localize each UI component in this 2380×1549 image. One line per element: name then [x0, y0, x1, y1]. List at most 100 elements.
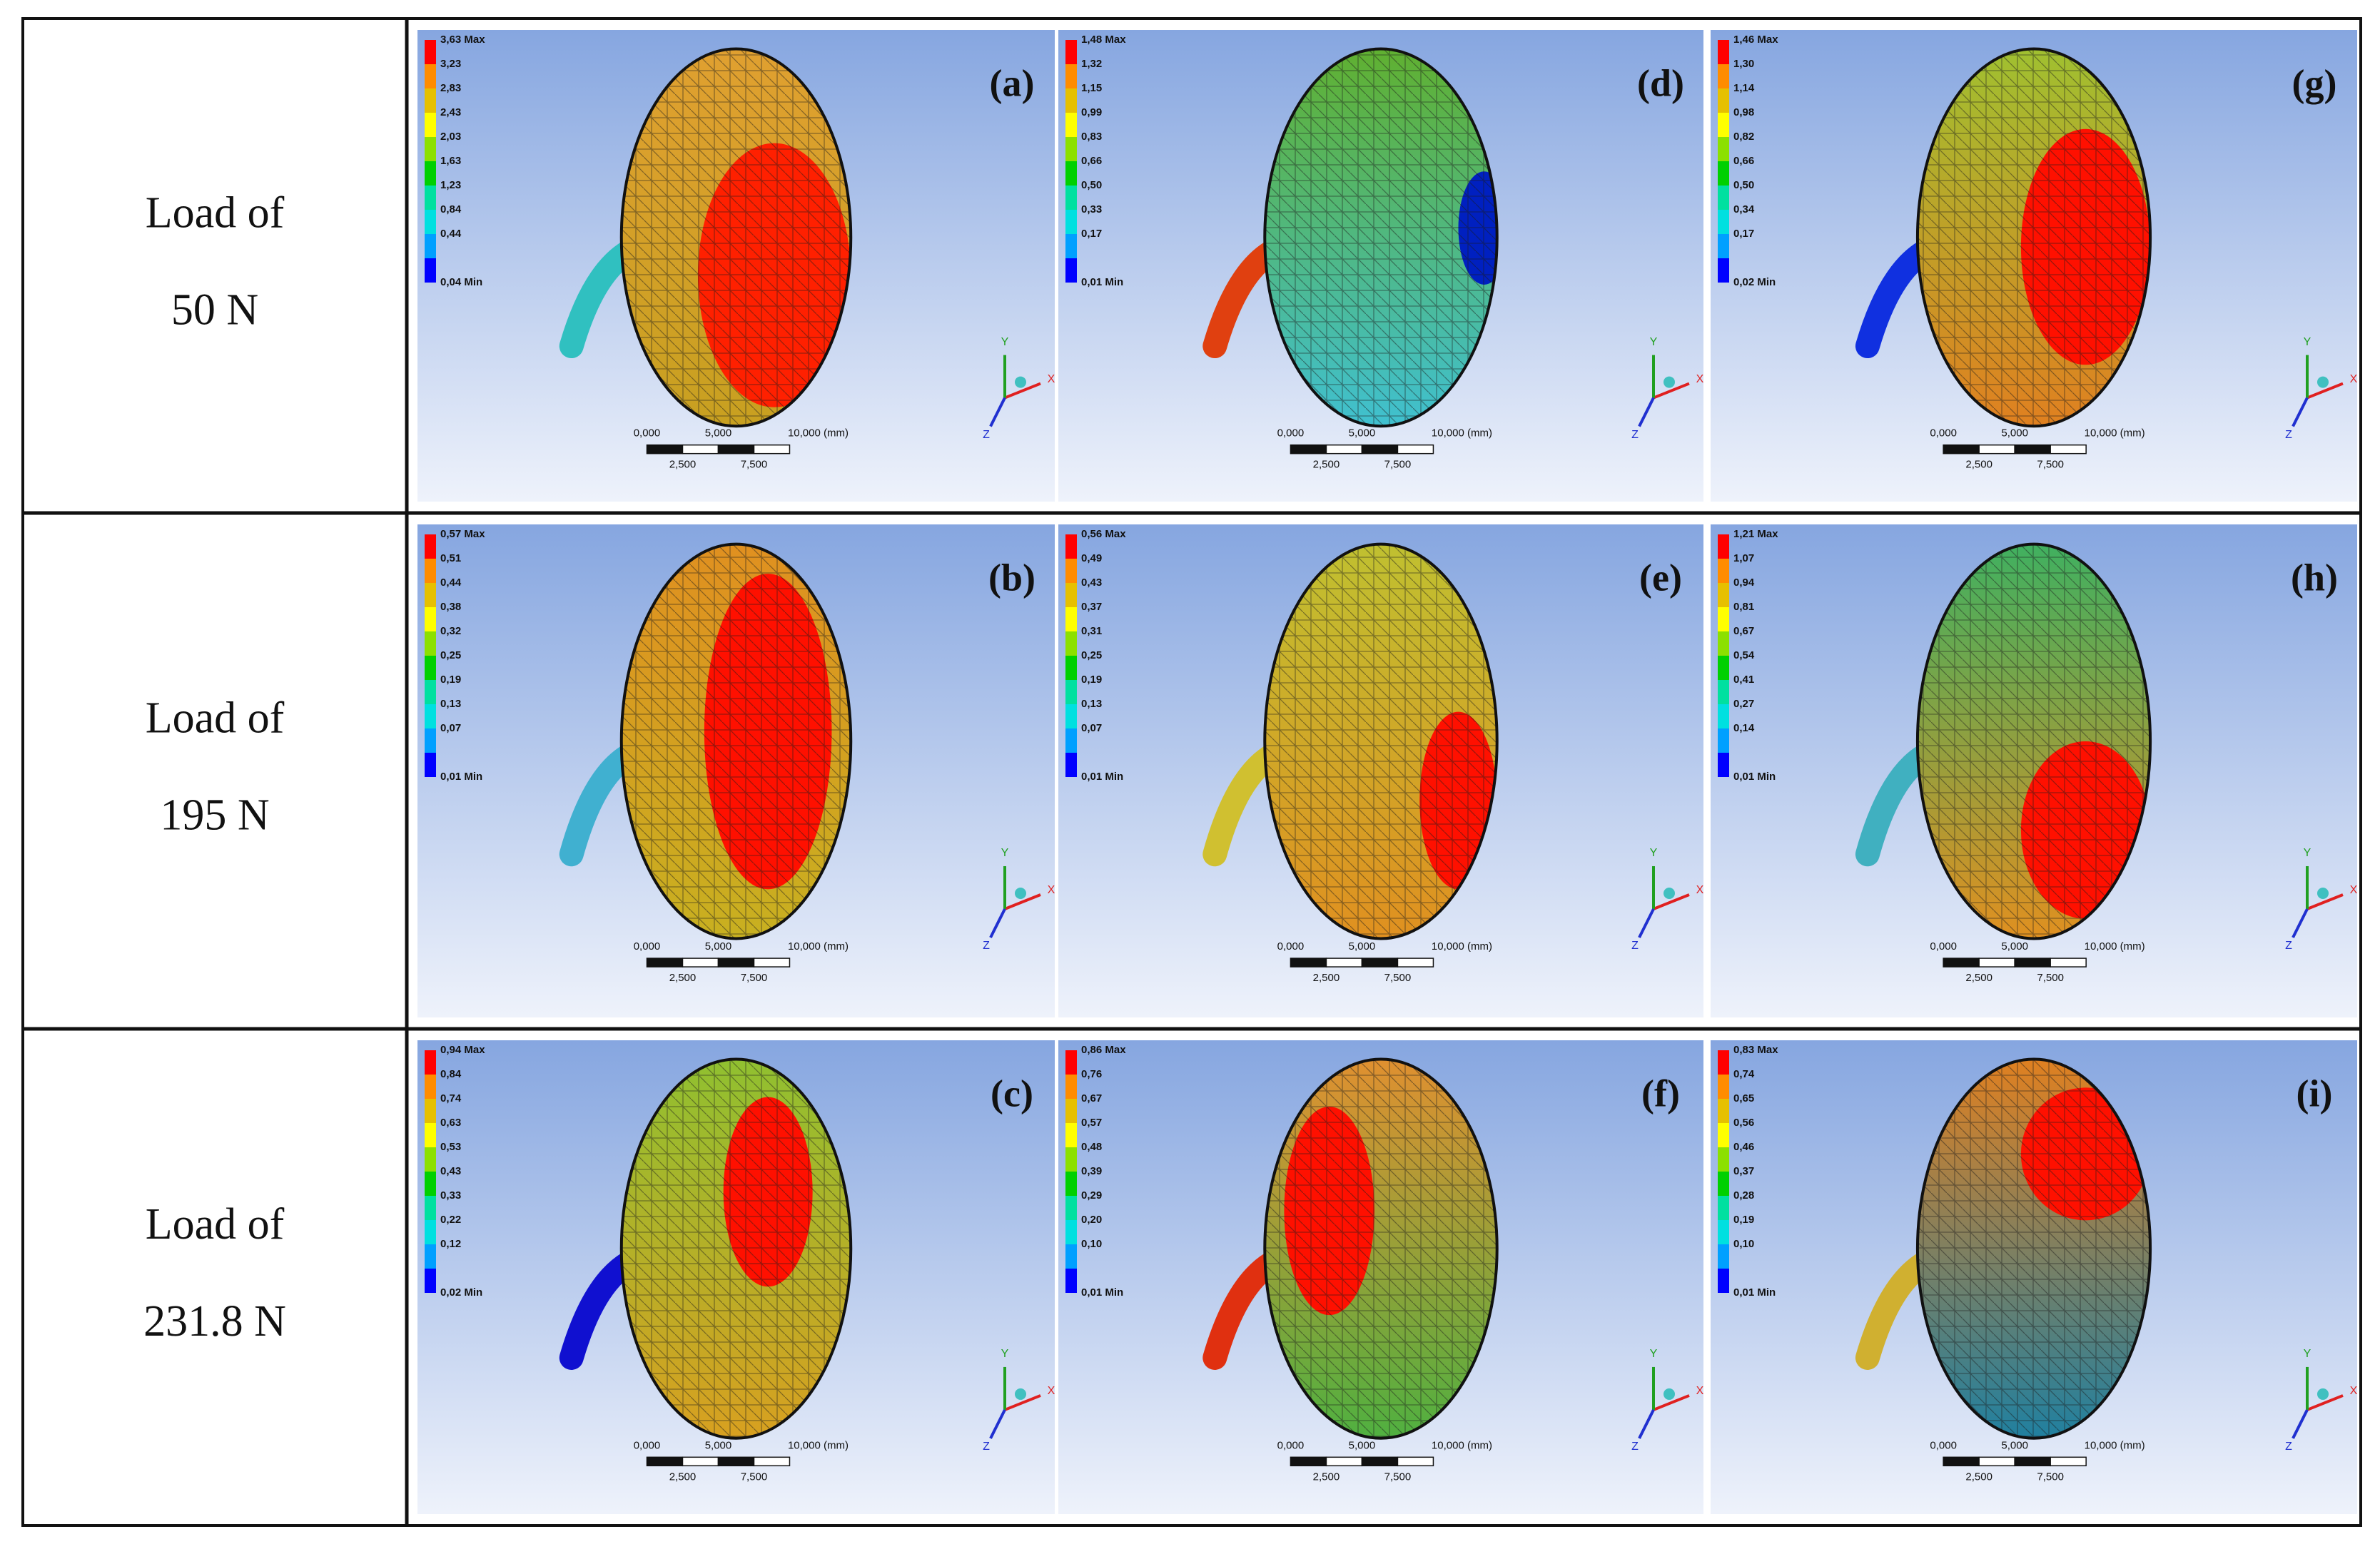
legend-label: 0,25	[1081, 649, 1102, 661]
scale-segment	[1325, 1456, 1363, 1467]
scale-label: 7,500	[2037, 1471, 2064, 1483]
axis-arrow	[1638, 1409, 1655, 1439]
panel-letter: (e)	[1639, 556, 1682, 599]
legend-swatch	[1065, 1196, 1077, 1220]
row-label: 195 N	[160, 791, 269, 840]
scale-label: 2,500	[1965, 459, 1992, 471]
legend-label: 0,57 Max	[440, 528, 485, 540]
axis-label: Z	[983, 429, 990, 441]
legend-label: 0,37	[1081, 601, 1102, 613]
legend-swatch	[425, 559, 436, 583]
legend-swatch	[1065, 559, 1077, 583]
legend-label: 0,43	[1081, 577, 1102, 589]
legend-swatch	[425, 1050, 436, 1075]
legend-label: 0,54	[1733, 649, 1755, 661]
legend-label: 0,65	[1733, 1092, 1754, 1104]
legend-label: 2,83	[440, 82, 461, 94]
axis-label: Y	[1650, 336, 1658, 348]
scale-segment	[1290, 1456, 1327, 1467]
axis-arrow	[2306, 1394, 2344, 1411]
scale-label: 10,000 (mm)	[788, 427, 849, 440]
panel-letter: (b)	[988, 556, 1035, 599]
legend-swatch	[1065, 583, 1077, 607]
scale-label: 5,000	[1349, 940, 1376, 953]
axis-label: Z	[2285, 429, 2292, 441]
scale-segment	[1943, 1456, 1980, 1467]
scale-label: 5,000	[2001, 940, 2028, 953]
legend-label: 0,39	[1081, 1165, 1102, 1177]
scale-label: 5,000	[705, 1439, 732, 1451]
scale-label: 7,500	[1384, 1471, 1412, 1483]
legend-label: 1,23	[440, 179, 461, 191]
axis-label: X	[1696, 884, 1704, 896]
legend-label: 1,14	[1733, 82, 1755, 94]
legend-swatch	[425, 210, 436, 234]
legend-swatch	[1718, 656, 1729, 680]
scale-segment	[1978, 444, 2015, 454]
legend-swatch	[1065, 656, 1077, 680]
axis-arrow	[2292, 908, 2309, 938]
stem	[1202, 1251, 1285, 1370]
scale-segment	[1943, 958, 1980, 968]
axis-label: Y	[1001, 847, 1009, 859]
legend-label: 0,84	[440, 203, 462, 215]
scale-segment	[1397, 1456, 1434, 1467]
scale-label: 2,500	[1313, 459, 1340, 471]
legend-label: 0,19	[1081, 674, 1102, 686]
legend-label: 0,31	[1081, 625, 1102, 637]
scale-label: 10,000 (mm)	[788, 1439, 849, 1451]
scale-segment	[682, 444, 719, 454]
panel-letter: (a)	[990, 61, 1035, 104]
scale-segment	[646, 958, 684, 968]
scale-label: 7,500	[2037, 459, 2064, 471]
legend-swatch	[1065, 113, 1077, 137]
scale-segment	[1325, 958, 1363, 968]
legend-swatch	[1065, 704, 1077, 728]
stem	[559, 239, 641, 359]
legend-swatch	[1718, 1099, 1729, 1123]
axis-label: Z	[983, 1441, 990, 1453]
legend-label: 0,84	[440, 1068, 462, 1080]
scale-segment	[2014, 958, 2051, 968]
stem	[1855, 239, 1937, 359]
legend-label: 0,01 Min	[1081, 276, 1123, 288]
simulation-panel: 0,94 Max 0,84 0,74 0,63 0,53 0,43 0,33 0,22 0,12…	[417, 1040, 1055, 1514]
legend-label: 0,28	[1733, 1189, 1754, 1202]
legend-swatch	[1065, 1147, 1077, 1172]
legend-swatch	[1718, 258, 1729, 283]
axis-origin-ball	[2317, 887, 2329, 899]
scale-segment	[2050, 958, 2087, 968]
legend-swatch	[1065, 40, 1077, 64]
row-label: 50 N	[171, 286, 258, 335]
legend-swatch	[1065, 234, 1077, 258]
legend-swatch	[425, 40, 436, 64]
simulation-panel: 1,48 Max 1,32 1,15 0,99 0,83 0,66 0,50 0,33 0,17…	[1058, 30, 1704, 502]
legend-swatch	[1718, 186, 1729, 210]
legend-swatch	[425, 234, 436, 258]
scale-segment	[717, 1456, 755, 1467]
axis-label: Y	[2304, 847, 2311, 859]
panel-letter: (f)	[1641, 1072, 1680, 1114]
axis-label: Y	[1001, 1348, 1009, 1360]
scale-label: 5,000	[1349, 427, 1376, 440]
legend-swatch	[425, 607, 436, 631]
axis-arrow	[1004, 1394, 1041, 1411]
scale-segment	[682, 1456, 719, 1467]
scale-label: 0,000	[634, 940, 661, 953]
scale-label: 0,000	[1930, 1439, 1957, 1451]
legend-swatch	[1718, 728, 1729, 753]
legend-swatch	[1718, 631, 1729, 656]
legend-label: 2,43	[440, 106, 461, 118]
legend-swatch	[1718, 1050, 1729, 1075]
scale-segment	[1397, 444, 1434, 454]
legend-label: 0,01 Min	[1081, 1286, 1123, 1299]
axis-arrow	[2306, 893, 2344, 910]
axis-origin-ball	[2317, 376, 2329, 388]
mesh	[1263, 1057, 1499, 1440]
legend-label: 0,82	[1733, 131, 1754, 143]
axis-label: X	[1696, 373, 1704, 385]
simulation-panel: 0,86 Max 0,76 0,67 0,57 0,48 0,39 0,29 0,20 0,10…	[1058, 1040, 1704, 1514]
legend-swatch	[1718, 137, 1729, 161]
scale-segment	[753, 444, 791, 454]
scale-label: 7,500	[1384, 972, 1412, 984]
